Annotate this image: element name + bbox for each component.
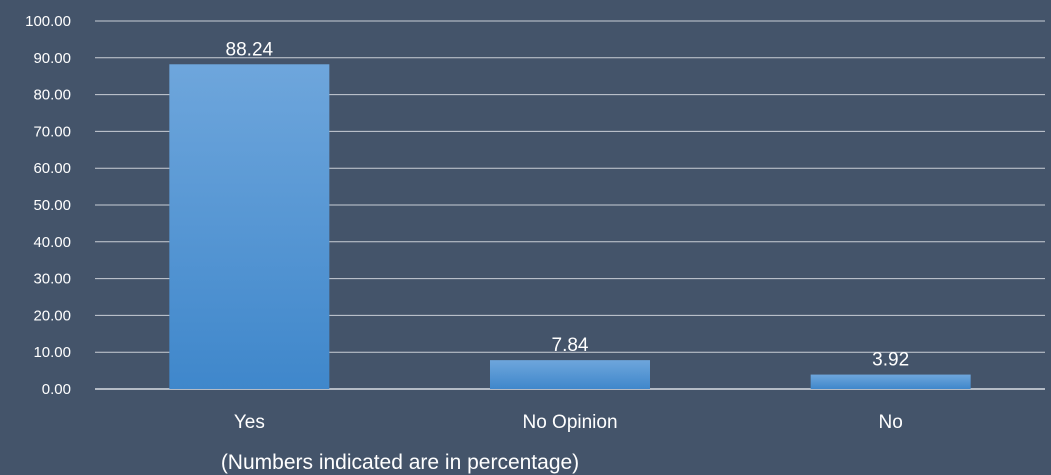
bar-yes xyxy=(169,64,330,390)
data-labels: 88.24 7.84 3.92 xyxy=(226,39,910,370)
y-tick-label: 10.00 xyxy=(33,344,71,361)
percentage-note: (Numbers indicated are in percentage) xyxy=(221,451,579,474)
category-label: No Opinion xyxy=(522,412,617,433)
y-tick-label: 40.00 xyxy=(33,234,71,251)
data-label: 88.24 xyxy=(226,39,274,60)
y-tick-label: 30.00 xyxy=(33,271,71,288)
y-tick-label: 100.00 xyxy=(25,13,71,30)
y-tick-label: 90.00 xyxy=(33,50,71,67)
y-tick-label: 80.00 xyxy=(33,87,71,104)
bar-no-opinion xyxy=(490,360,650,389)
bars xyxy=(169,64,971,390)
data-label: 3.92 xyxy=(872,350,909,371)
data-label: 7.84 xyxy=(552,335,589,356)
y-tick-label: 60.00 xyxy=(33,160,71,177)
x-axis-category-labels: Yes No Opinion No xyxy=(234,412,903,433)
y-axis-tick-labels: 0.00 10.00 20.00 30.00 40.00 50.00 60.00 70.00 8… xyxy=(25,13,71,398)
category-label: Yes xyxy=(234,412,265,433)
y-tick-label: 0.00 xyxy=(42,381,71,398)
y-tick-label: 70.00 xyxy=(33,123,71,140)
bar-no xyxy=(810,374,971,389)
y-tick-label: 20.00 xyxy=(33,307,71,324)
category-label: No xyxy=(879,412,903,433)
y-tick-label: 50.00 xyxy=(33,197,71,214)
